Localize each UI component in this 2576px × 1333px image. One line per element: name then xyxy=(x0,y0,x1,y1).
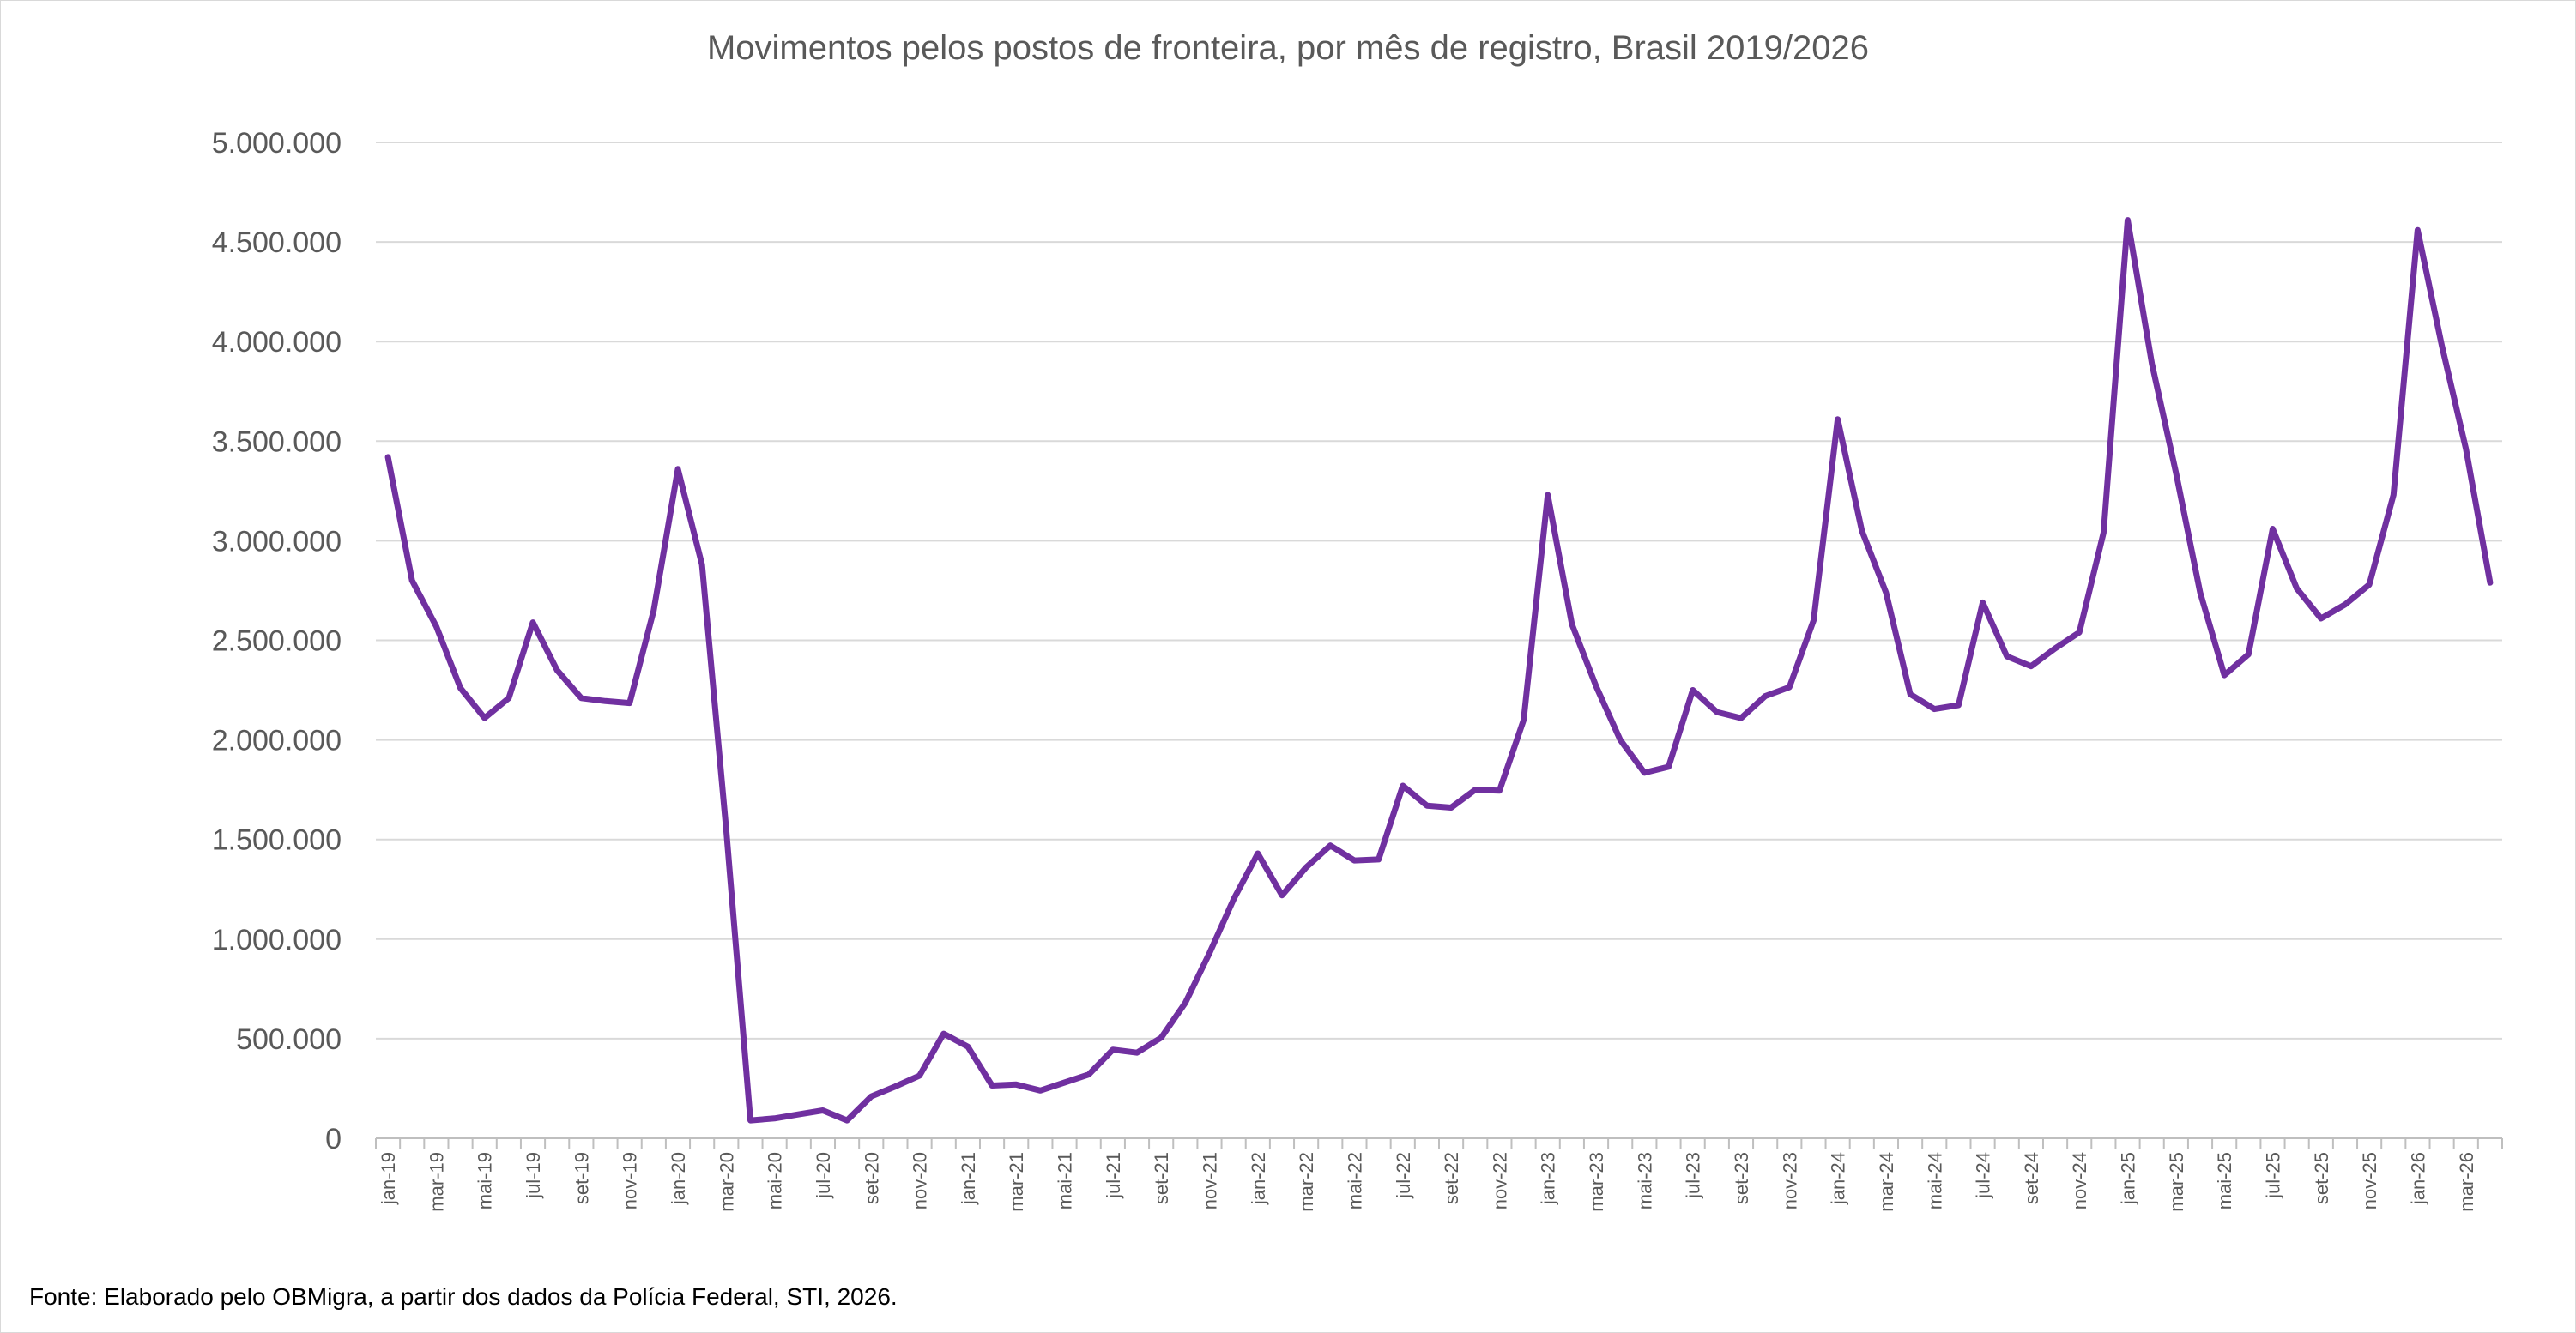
x-tick-label: jan-22 xyxy=(1248,1152,1269,1205)
y-tick-label: 5.000.000 xyxy=(212,127,342,160)
x-tick-label: mar-22 xyxy=(1296,1152,1317,1212)
x-tick-label: jul-22 xyxy=(1393,1152,1414,1199)
y-tick-label: 2.000.000 xyxy=(212,725,342,757)
x-tick-label: nov-19 xyxy=(620,1152,641,1209)
chart-title: Movimentos pelos postos de fronteira, po… xyxy=(706,29,1870,67)
x-tick-label: jan-24 xyxy=(1828,1152,1849,1205)
x-tick-label: jan-23 xyxy=(1538,1152,1559,1205)
x-tick-label: set-23 xyxy=(1731,1152,1752,1204)
x-tick-label: jan-26 xyxy=(2407,1152,2428,1205)
x-tick-label: mai-21 xyxy=(1055,1152,1076,1209)
x-tick-label: mar-19 xyxy=(426,1152,447,1212)
x-tick-label: mai-22 xyxy=(1344,1152,1365,1209)
x-tick-label: nov-23 xyxy=(1779,1152,1800,1209)
x-tick-label: jul-24 xyxy=(1973,1152,1994,1199)
source-note: Fonte: Elaborado pelo OBMigra, a partir … xyxy=(29,1283,898,1310)
y-tick-label: 1.000.000 xyxy=(212,924,342,956)
x-tick-label: mai-25 xyxy=(2214,1152,2235,1209)
x-tick-label: mar-21 xyxy=(1006,1152,1027,1212)
y-tick-label: 0 xyxy=(325,1123,342,1155)
x-tick-label: nov-25 xyxy=(2359,1152,2380,1209)
y-tick-label: 4.000.000 xyxy=(212,326,342,359)
x-tick-label: mai-23 xyxy=(1634,1152,1655,1209)
y-tick-label: 500.000 xyxy=(236,1023,342,1056)
x-tick-label: jul-20 xyxy=(813,1152,834,1199)
x-tick-label: mar-25 xyxy=(2166,1152,2187,1212)
gridlines xyxy=(376,142,2502,1040)
x-axis xyxy=(375,1137,2503,1149)
x-tick-label: mar-26 xyxy=(2456,1152,2477,1212)
series-layer xyxy=(384,217,2494,1124)
x-tick-label: nov-22 xyxy=(1489,1152,1510,1209)
x-axis-labels: jan-19 mar-19 mai-19 jul-19 set-19 nov-19 jan-… xyxy=(378,1152,2477,1212)
x-tick-label: set-24 xyxy=(2021,1152,2042,1204)
x-tick-label: jul-19 xyxy=(523,1152,544,1199)
x-tick-label: mai-20 xyxy=(765,1152,786,1209)
x-tick-label: jan-19 xyxy=(378,1152,399,1205)
y-tick-label: 3.000.000 xyxy=(212,525,342,558)
y-tick-label: 1.500.000 xyxy=(212,824,342,857)
x-tick-label: jan-25 xyxy=(2118,1152,2139,1205)
x-tick-label: nov-20 xyxy=(910,1152,931,1209)
x-tick-label: jan-20 xyxy=(668,1152,689,1205)
x-tick-label: jan-21 xyxy=(958,1152,979,1205)
x-tick-label: nov-24 xyxy=(2069,1152,2090,1209)
x-tick-label: nov-21 xyxy=(1199,1152,1220,1209)
x-tick-label: mai-24 xyxy=(1924,1152,1945,1209)
x-tick-label: set-21 xyxy=(1151,1152,1172,1204)
y-axis-labels: 0 500.000 1.000.000 1.500.000 2.000.000 2.500… xyxy=(212,127,342,1155)
x-tick-label: mar-20 xyxy=(716,1152,737,1212)
x-tick-label: jul-21 xyxy=(1103,1152,1124,1199)
x-tick-label: mar-24 xyxy=(1876,1152,1897,1212)
x-tick-label: mar-23 xyxy=(1586,1152,1607,1212)
x-tick-label: set-22 xyxy=(1441,1152,1462,1204)
y-tick-label: 2.500.000 xyxy=(212,625,342,658)
x-tick-label: set-20 xyxy=(861,1152,882,1204)
x-tick-label: mai-19 xyxy=(475,1152,496,1209)
y-tick-label: 4.500.000 xyxy=(212,226,342,259)
x-tick-label: jul-25 xyxy=(2262,1152,2283,1199)
x-tick-label: set-25 xyxy=(2311,1152,2332,1204)
series-line xyxy=(384,217,2494,1124)
x-tick-label: set-19 xyxy=(571,1152,592,1204)
x-tick-label: jul-23 xyxy=(1683,1152,1704,1199)
y-tick-label: 3.500.000 xyxy=(212,425,342,458)
